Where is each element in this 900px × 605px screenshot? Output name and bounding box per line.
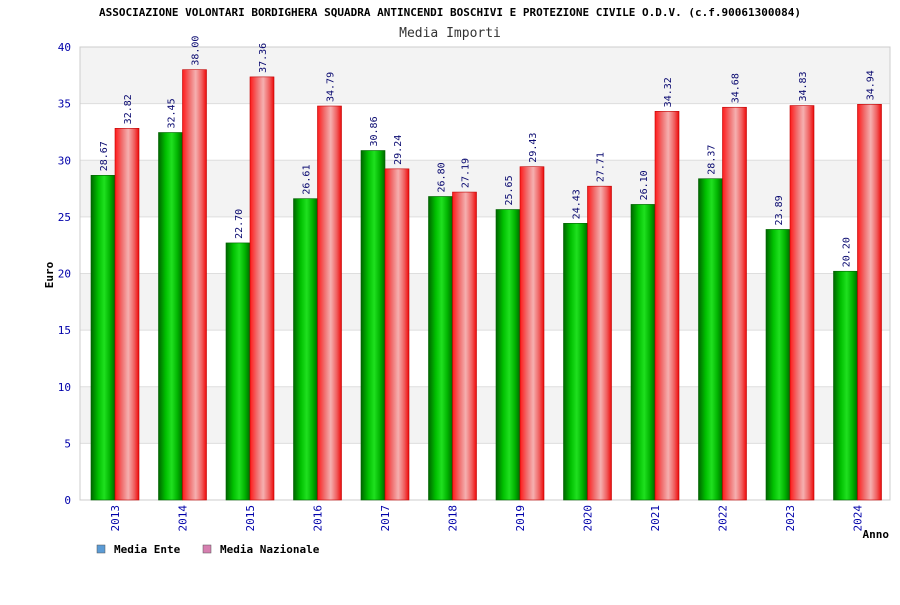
bar-media-ente-2017 — [360, 150, 386, 501]
plot-background — [79, 46, 891, 501]
data-label: 25.65 — [504, 175, 515, 205]
x-tick-label: 2021 — [649, 505, 662, 532]
data-label: 26.80 — [437, 162, 448, 192]
x-tick-label: 2023 — [784, 505, 797, 532]
data-label: 26.61 — [302, 165, 313, 195]
bar-media-ente-2019 — [495, 209, 521, 501]
bar-media-nazionale-2014 — [182, 69, 207, 501]
bars: 28.67 32.45 22.70 26.61 30.86 26.80 25.65 24.43… — [90, 36, 882, 501]
bar-media-ente-2024 — [833, 270, 858, 501]
x-axis: 2013 2014 2015 2016 2017 2018 2019 2020 2021 2022… — [109, 505, 865, 532]
data-label: 34.32 — [663, 77, 674, 107]
legend-label: Media Nazionale — [220, 543, 320, 556]
grid-band — [80, 443, 890, 500]
bar-media-nazionale-2020 — [587, 185, 612, 501]
bar-media-nazionale-2016 — [317, 105, 342, 501]
y-tick-label: 25 — [58, 211, 71, 224]
x-tick-label: 2014 — [177, 505, 190, 532]
data-label: 27.19 — [461, 158, 472, 188]
data-label: 34.79 — [326, 72, 337, 102]
y-tick-label: 0 — [64, 494, 71, 507]
chart-subtitle: Media Importi — [399, 26, 501, 41]
bar-media-nazionale-2021 — [654, 111, 680, 501]
y-axis-label: Euro — [43, 261, 56, 288]
bar-media-nazionale-2017 — [384, 168, 410, 501]
bar-media-nazionale-2015 — [249, 76, 275, 501]
bar-media-nazionale-2013 — [114, 128, 140, 501]
data-label: 38.00 — [191, 36, 202, 66]
bar-media-ente-2015 — [225, 242, 251, 501]
y-tick-label: 5 — [64, 437, 71, 450]
data-label: 24.43 — [572, 189, 583, 219]
bar-media-nazionale-2023 — [789, 105, 815, 501]
bar-media-nazionale-2024 — [857, 104, 882, 501]
legend: Media Ente Media Nazionale — [96, 543, 320, 556]
y-tick-label: 20 — [58, 268, 71, 281]
data-label: 32.82 — [123, 94, 134, 124]
bar-media-ente-2023 — [765, 229, 791, 501]
legend-label: Media Ente — [114, 543, 181, 556]
bar-media-ente-2013 — [90, 175, 116, 501]
x-tick-label: 2018 — [447, 505, 460, 532]
grid-band — [80, 216, 890, 274]
data-label: 32.45 — [167, 98, 178, 128]
data-label: 20.20 — [842, 237, 853, 267]
data-label: 28.67 — [99, 141, 110, 171]
chart-title: ASSOCIAZIONE VOLONTARI BORDIGHERA SQUADR… — [99, 6, 801, 19]
grid-band — [80, 386, 890, 444]
x-tick-label: 2016 — [312, 505, 325, 532]
y-tick-label: 10 — [58, 381, 71, 394]
bar-media-nazionale-2019 — [519, 166, 545, 501]
y-tick-label: 15 — [58, 324, 71, 337]
x-tick-label: 2022 — [717, 505, 730, 532]
bar-media-nazionale-2022 — [722, 106, 747, 501]
x-axis-label: Anno — [863, 528, 890, 541]
y-tick-label: 40 — [58, 41, 71, 54]
bar-media-ente-2014 — [158, 132, 183, 501]
y-axis: 0 5 10 15 20 25 30 35 40 — [58, 41, 71, 507]
data-label: 34.83 — [798, 71, 809, 101]
data-label: 37.36 — [258, 43, 269, 73]
grid-band — [80, 103, 890, 161]
x-tick-label: 2024 — [852, 505, 865, 532]
grid-band — [80, 273, 890, 331]
legend-swatch — [96, 544, 106, 554]
x-tick-label: 2020 — [582, 505, 595, 532]
grid-band — [80, 47, 890, 104]
bar-media-ente-2022 — [698, 178, 723, 501]
data-label: 34.68 — [731, 73, 742, 103]
data-label: 27.71 — [596, 152, 607, 182]
data-label: 30.86 — [369, 116, 380, 146]
data-label: 34.94 — [866, 70, 877, 100]
plot-frame — [79, 46, 891, 501]
x-tick-label: 2015 — [244, 505, 257, 532]
y-tick-label: 30 — [58, 154, 71, 167]
x-tick-label: 2013 — [109, 505, 122, 532]
grid-band — [80, 330, 890, 387]
data-label: 26.10 — [639, 170, 650, 200]
data-label: 28.37 — [707, 145, 718, 175]
bar-media-ente-2020 — [563, 223, 588, 501]
grid-band — [80, 160, 890, 217]
x-tick-label: 2019 — [514, 505, 527, 532]
bar-media-ente-2018 — [428, 196, 453, 501]
bar-media-nazionale-2018 — [452, 191, 477, 501]
data-label: 22.70 — [234, 209, 245, 239]
data-label: 23.89 — [774, 195, 785, 225]
bar-media-ente-2021 — [630, 204, 656, 501]
x-tick-label: 2017 — [379, 505, 392, 532]
legend-swatch — [202, 544, 212, 554]
bar-media-ente-2016 — [293, 198, 318, 501]
data-label: 29.24 — [393, 135, 404, 165]
y-tick-label: 35 — [58, 98, 71, 111]
data-label: 29.43 — [528, 133, 539, 163]
